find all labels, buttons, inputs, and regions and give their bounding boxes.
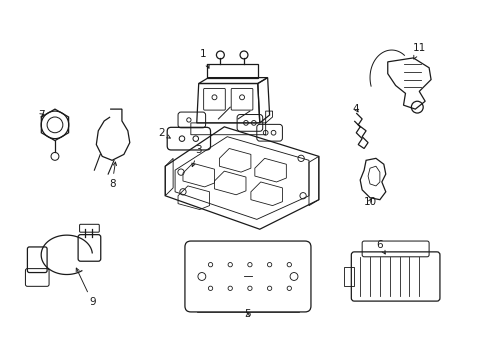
Text: 5: 5 bbox=[244, 309, 251, 319]
Text: 8: 8 bbox=[108, 162, 116, 189]
Text: 3: 3 bbox=[192, 145, 202, 167]
Text: 7: 7 bbox=[38, 110, 44, 120]
Text: 10: 10 bbox=[363, 197, 376, 207]
Text: 4: 4 bbox=[352, 104, 359, 114]
Text: 6: 6 bbox=[376, 240, 385, 254]
Text: 9: 9 bbox=[76, 268, 96, 307]
Text: 1: 1 bbox=[199, 49, 209, 68]
Text: 2: 2 bbox=[158, 128, 170, 138]
Text: 11: 11 bbox=[412, 43, 425, 59]
